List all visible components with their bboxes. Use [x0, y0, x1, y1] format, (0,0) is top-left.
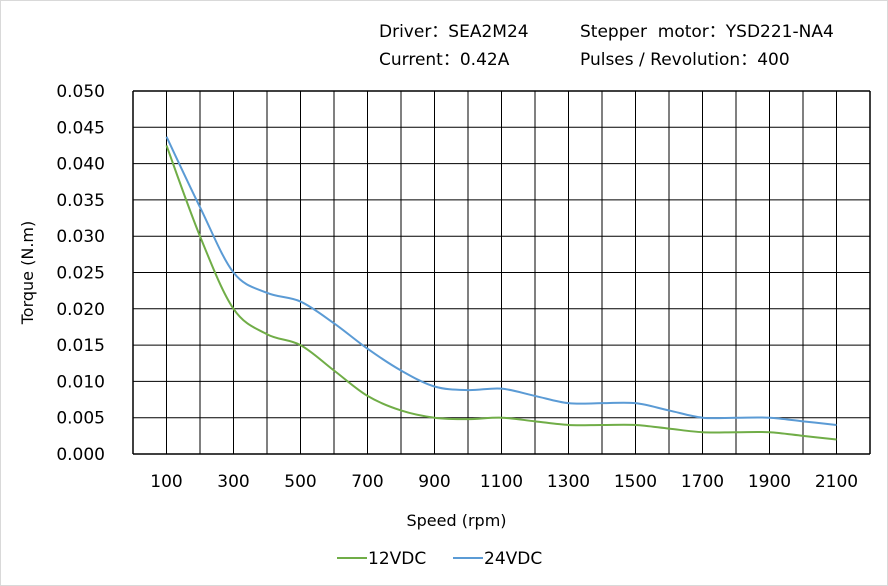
y-tick-label: 0.040 [56, 155, 105, 175]
x-tick-label: 300 [217, 472, 249, 492]
y-tick-label: 0.030 [56, 227, 105, 247]
legend-label: 24VDC [484, 549, 542, 569]
current-label: Current：0.42A [379, 50, 510, 70]
y-tick-label: 0.015 [56, 336, 105, 356]
series-line-12VDC [165, 145, 837, 441]
y-tick-label: 0.000 [56, 445, 105, 465]
x-tick-label: 1500 [614, 472, 657, 492]
x-tick-label: 1900 [748, 472, 791, 492]
y-tick-label: 0.005 [56, 409, 105, 429]
legend-label: 12VDC [368, 549, 426, 569]
x-tick-label: 2100 [815, 472, 858, 492]
y-tick-label: 0.035 [56, 191, 105, 211]
x-axis-label: Speed (rpm) [406, 511, 506, 530]
motor-label: Stepper motor：YSD221-NA4 [580, 22, 834, 42]
y-tick-label: 0.010 [56, 372, 105, 392]
y-tick-label: 0.020 [56, 300, 105, 320]
y-tick-label: 0.025 [56, 264, 105, 284]
x-tick-label: 1300 [547, 472, 590, 492]
y-tick-label: 0.045 [56, 118, 105, 138]
x-tick-label: 700 [351, 472, 383, 492]
y-tick-label: 0.050 [56, 82, 105, 102]
x-tick-label: 1100 [480, 472, 523, 492]
series-line-24VDC [165, 136, 837, 426]
y-axis-label: Torque (N.m) [18, 221, 37, 326]
driver-label: Driver：SEA2M24 [379, 22, 529, 42]
x-tick-label: 900 [418, 472, 450, 492]
x-tick-label: 100 [150, 472, 182, 492]
pulses-label: Pulses / Revolution：400 [580, 50, 790, 70]
x-tick-label: 500 [284, 472, 316, 492]
x-tick-label: 1700 [681, 472, 724, 492]
